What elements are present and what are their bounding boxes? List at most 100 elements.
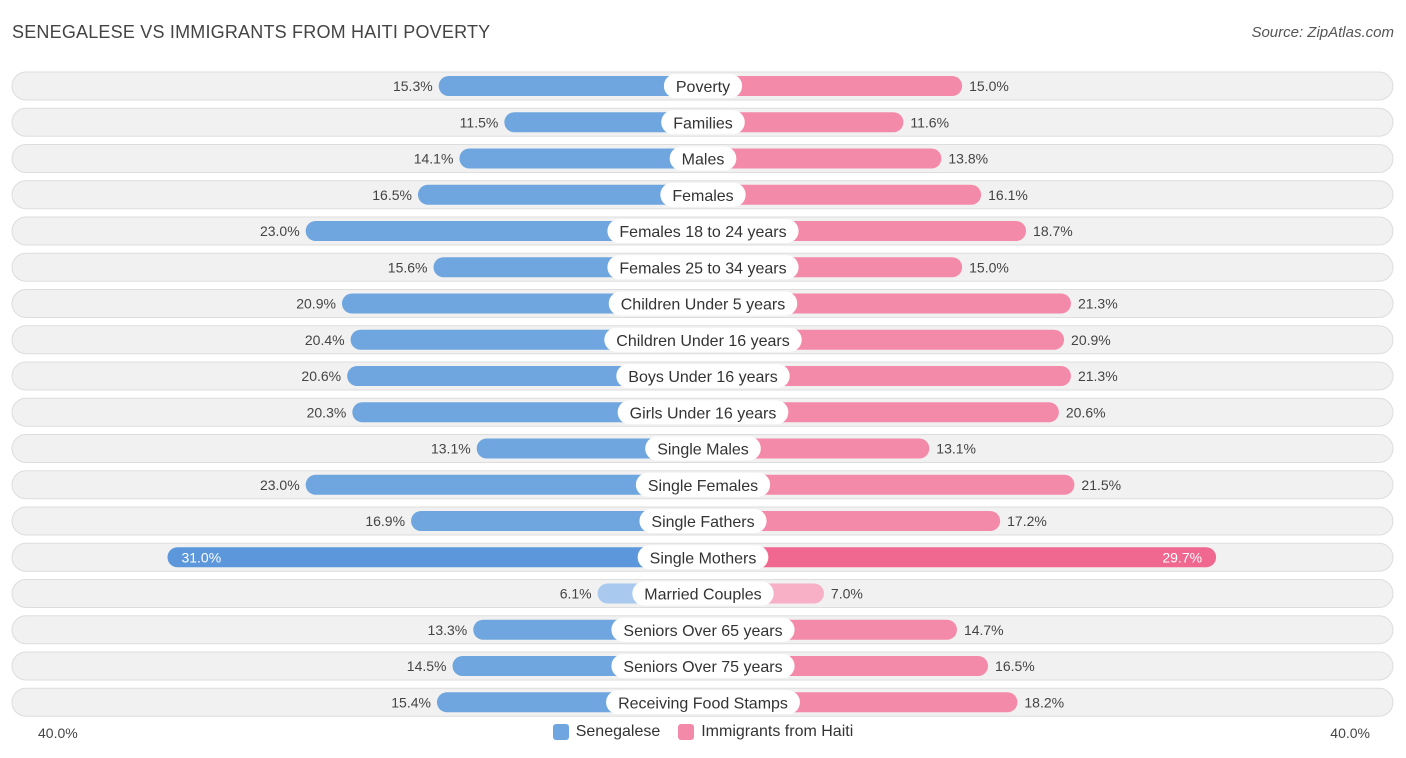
category-pill bbox=[611, 617, 795, 642]
category-pill bbox=[637, 545, 769, 570]
value-label-senegalese-females-18-to-24-years: 23.0% bbox=[260, 223, 300, 239]
value-label-haiti-single-females: 21.5% bbox=[1081, 477, 1121, 493]
value-label-haiti-females-25-to-34-years: 15.0% bbox=[969, 259, 1009, 275]
category-pill bbox=[607, 255, 799, 280]
category-label-seniors-over-65-years: Seniors Over 65 years bbox=[623, 623, 782, 640]
row-females-25-to-34-years: 15.6% 15.0% Females 25 to 34 years bbox=[11, 252, 1394, 282]
source-label: Source: ZipAtlas.com bbox=[1251, 24, 1394, 41]
value-label-haiti-single-males: 13.1% bbox=[936, 441, 976, 457]
bar-haiti-females[interactable] bbox=[703, 184, 982, 205]
category-pill bbox=[639, 509, 767, 533]
bar-senegalese-single-fathers[interactable] bbox=[411, 511, 703, 531]
value-label-senegalese-males: 14.1% bbox=[414, 151, 454, 167]
row-boys-under-16-years: 20.6% 21.3% Boys Under 16 years bbox=[11, 361, 1394, 391]
legend-label-senegalese: Senegalese bbox=[575, 723, 661, 740]
row-children-under-5-years: 20.9% 21.3% Children Under 5 years bbox=[11, 289, 1394, 318]
legend-item-haiti[interactable]: Immigrants from Haiti bbox=[678, 723, 853, 741]
category-label-single-mothers: Single Mothers bbox=[650, 550, 757, 567]
bar-haiti-families[interactable] bbox=[703, 112, 904, 133]
bar-senegalese-single-mothers[interactable] bbox=[167, 547, 704, 568]
row-females: 16.5% 16.1% Females bbox=[11, 180, 1394, 210]
value-label-haiti-single-fathers: 17.2% bbox=[1007, 513, 1047, 529]
value-label-senegalese-single-males: 13.1% bbox=[431, 441, 471, 457]
value-label-haiti-females-18-to-24-years: 18.7% bbox=[1033, 223, 1073, 239]
value-label-haiti-poverty: 15.0% bbox=[969, 78, 1009, 94]
row-single-mothers: 31.0% 29.7% Single Mothers bbox=[11, 542, 1394, 572]
value-label-senegalese-children-under-16-years: 20.4% bbox=[305, 332, 345, 348]
bar-senegalese-girls-under-16-years[interactable] bbox=[352, 402, 703, 423]
bar-senegalese-females-18-to-24-years[interactable] bbox=[305, 221, 703, 241]
category-label-married-couples: Married Couples bbox=[644, 587, 761, 604]
legend-swatch-haiti bbox=[678, 724, 695, 740]
value-label-haiti-seniors-over-65-years: 14.7% bbox=[964, 622, 1004, 638]
category-pill bbox=[661, 110, 745, 135]
bar-haiti-males[interactable] bbox=[703, 148, 942, 169]
axis-label-left: 40.0% bbox=[38, 725, 78, 741]
row-poverty: 15.3% 15.0% Poverty bbox=[11, 71, 1394, 101]
value-label-haiti-boys-under-16-years: 21.3% bbox=[1078, 368, 1118, 384]
value-label-haiti-children-under-5-years: 21.3% bbox=[1078, 296, 1118, 312]
row-seniors-over-75-years: 14.5% 16.5% Seniors Over 75 years bbox=[11, 651, 1394, 681]
category-pill bbox=[635, 472, 771, 497]
value-label-senegalese-poverty: 15.3% bbox=[393, 78, 433, 94]
category-pill bbox=[611, 654, 795, 678]
bar-senegalese-boys-under-16-years[interactable] bbox=[347, 366, 703, 386]
category-label-seniors-over-75-years: Seniors Over 75 years bbox=[623, 659, 782, 676]
row-girls-under-16-years: 20.3% 20.6% Girls Under 16 years bbox=[11, 397, 1394, 427]
value-label-haiti-girls-under-16-years: 20.6% bbox=[1066, 404, 1106, 420]
category-pill bbox=[604, 327, 802, 352]
category-label-poverty: Poverty bbox=[676, 79, 730, 96]
category-label-girls-under-16-years: Girls Under 16 years bbox=[630, 405, 777, 422]
row-seniors-over-65-years: 13.3% 14.7% Seniors Over 65 years bbox=[11, 615, 1394, 645]
bar-haiti-single-fathers[interactable] bbox=[703, 511, 1001, 531]
category-label-children-under-16-years: Children Under 16 years bbox=[616, 333, 789, 350]
bar-senegalese-males[interactable] bbox=[459, 148, 703, 169]
value-label-haiti-married-couples: 7.0% bbox=[831, 586, 863, 602]
value-label-haiti-children-under-16-years: 20.9% bbox=[1071, 332, 1111, 348]
category-label-single-fathers: Single Fathers bbox=[651, 514, 754, 531]
category-label-males: Males bbox=[682, 152, 725, 169]
bar-haiti-single-mothers[interactable] bbox=[703, 547, 1217, 568]
chart-title: SENEGALESE VS IMMIGRANTS FROM HAITI POVE… bbox=[12, 22, 491, 42]
value-label-haiti-seniors-over-75-years: 16.5% bbox=[995, 658, 1035, 674]
row-single-males: 13.1% 13.1% Single Males bbox=[11, 434, 1394, 463]
category-pill bbox=[645, 436, 761, 461]
category-label-single-males: Single Males bbox=[657, 442, 749, 459]
diverging-bar-chart: 15.3% 15.0% Poverty 11.5% 11.6% Families 14.1%… bbox=[11, 71, 1394, 717]
bar-haiti-boys-under-16-years[interactable] bbox=[703, 366, 1071, 386]
value-label-senegalese-boys-under-16-years: 20.6% bbox=[301, 368, 341, 384]
category-label-boys-under-16-years: Boys Under 16 years bbox=[628, 369, 777, 386]
value-label-senegalese-children-under-5-years: 20.9% bbox=[296, 296, 336, 312]
row-married-couples: 6.1% 7.0% Married Couples bbox=[11, 579, 1394, 608]
value-label-haiti-single-mothers: 29.7% bbox=[1162, 549, 1202, 565]
category-pill bbox=[663, 74, 743, 98]
bar-senegalese-families[interactable] bbox=[504, 112, 703, 133]
category-label-females-18-to-24-years: Females 18 to 24 years bbox=[619, 224, 786, 241]
legend-swatch-senegalese bbox=[552, 724, 569, 740]
value-label-senegalese-girls-under-16-years: 20.3% bbox=[307, 404, 347, 420]
value-label-haiti-males: 13.8% bbox=[948, 151, 988, 167]
axis-label-right: 40.0% bbox=[1330, 725, 1370, 741]
value-label-senegalese-families: 11.5% bbox=[460, 114, 499, 130]
bar-senegalese-females[interactable] bbox=[417, 184, 703, 205]
bar-senegalese-single-females[interactable] bbox=[305, 474, 703, 495]
bar-senegalese-poverty[interactable] bbox=[438, 76, 703, 96]
category-pill bbox=[608, 291, 798, 316]
value-label-senegalese-single-mothers: 31.0% bbox=[181, 549, 221, 565]
category-label-families: Families bbox=[673, 115, 733, 132]
legend-label-haiti: Immigrants from Haiti bbox=[701, 723, 854, 740]
row-single-fathers: 16.9% 17.2% Single Fathers bbox=[11, 506, 1394, 536]
value-label-senegalese-females-25-to-34-years: 15.6% bbox=[388, 259, 428, 275]
bar-haiti-girls-under-16-years[interactable] bbox=[703, 402, 1059, 423]
category-label-receiving-food-stamps: Receiving Food Stamps bbox=[618, 695, 788, 712]
bar-haiti-single-females[interactable] bbox=[703, 474, 1075, 495]
row-receiving-food-stamps: 15.4% 18.2% Receiving Food Stamps bbox=[11, 687, 1394, 717]
value-label-senegalese-single-fathers: 16.9% bbox=[365, 513, 405, 529]
category-pill bbox=[616, 364, 790, 388]
category-label-females: Females bbox=[672, 188, 733, 205]
category-pill bbox=[606, 690, 800, 715]
bar-haiti-poverty[interactable] bbox=[703, 76, 963, 96]
category-pill bbox=[669, 146, 737, 171]
legend-item-senegalese[interactable]: Senegalese bbox=[552, 723, 661, 741]
row-children-under-16-years: 20.4% 20.9% Children Under 16 years bbox=[11, 325, 1394, 355]
